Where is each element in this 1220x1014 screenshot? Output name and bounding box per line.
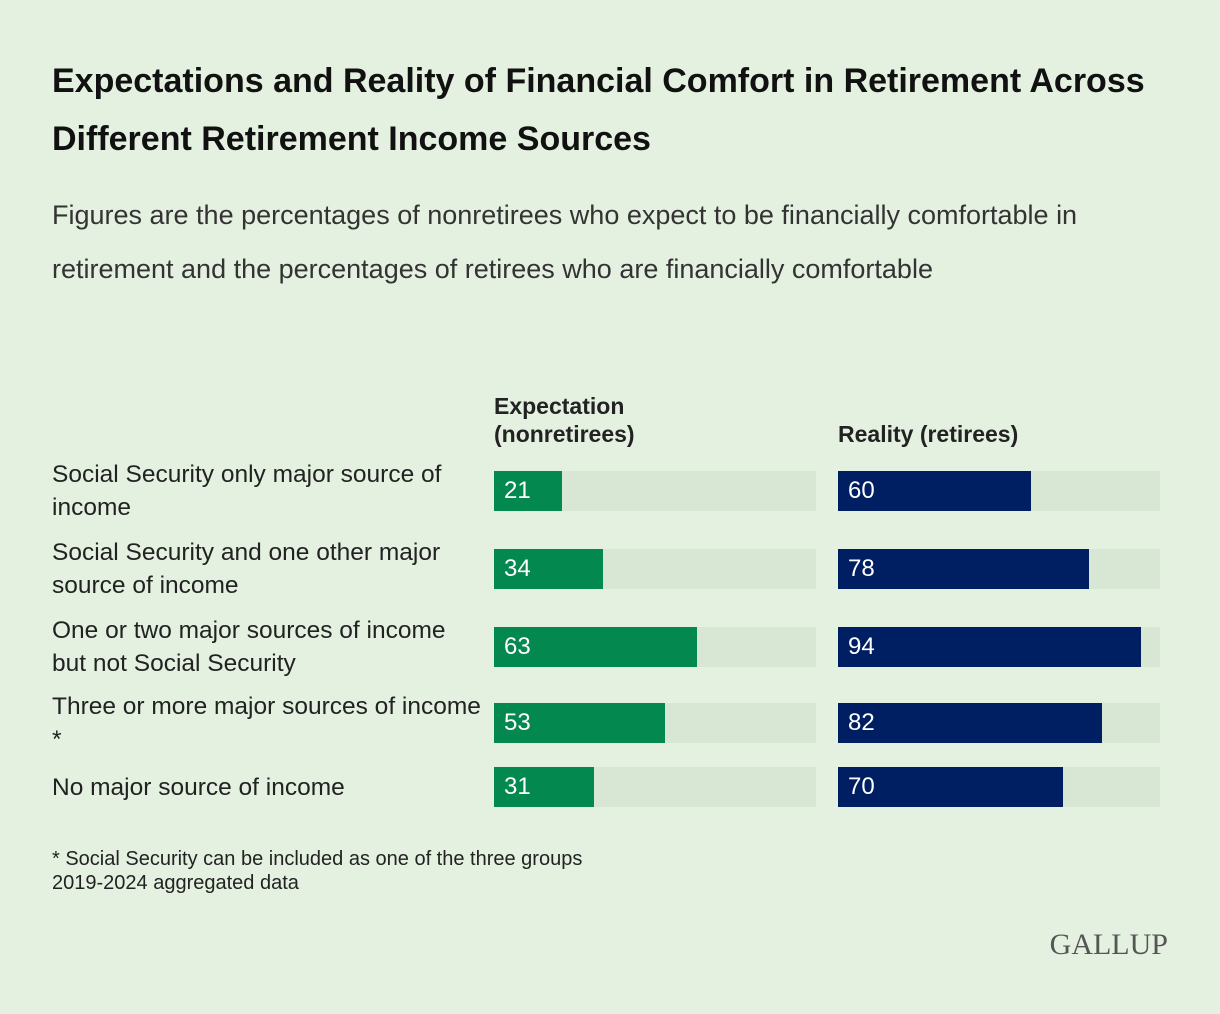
value-label: 34 (504, 555, 531, 582)
value-label: 31 (504, 773, 531, 800)
value-label: 63 (504, 633, 531, 660)
category-label: Social Security only major source of inc… (52, 461, 442, 521)
value-label: 53 (504, 709, 531, 736)
legend-label: Expectation (nonretirees) (494, 393, 635, 447)
bar (494, 627, 697, 667)
category-label: No major source of income (52, 773, 345, 801)
bar (494, 767, 594, 807)
value-label: 78 (848, 555, 875, 582)
bar (494, 471, 562, 511)
bar (838, 549, 1090, 589)
bar (838, 471, 1032, 511)
value-label: 60 (848, 477, 875, 504)
chart-title: Expectations and Reality of Financial Co… (52, 62, 1145, 158)
category-label: Social Security and one other major sour… (52, 539, 441, 599)
bar (494, 703, 665, 743)
value-label: 21 (504, 477, 531, 504)
footnote: * Social Security can be included as one… (52, 848, 583, 870)
bar (838, 767, 1064, 807)
chart-subtitle: Figures are the percentages of nonretire… (52, 200, 1078, 284)
bar (838, 703, 1103, 743)
value-label: 94 (848, 633, 875, 660)
legend-label: Reality (retirees) (838, 421, 1019, 447)
bar (494, 549, 604, 589)
footnote: 2019-2024 aggregated data (52, 872, 299, 894)
category-label: Three or more major sources of income * (52, 693, 481, 753)
value-label: 70 (848, 773, 875, 800)
logo: GALLUP (1049, 928, 1168, 961)
value-label: 82 (848, 709, 875, 736)
bar (838, 627, 1141, 667)
category-label: One or two major sources of income but n… (52, 617, 446, 677)
